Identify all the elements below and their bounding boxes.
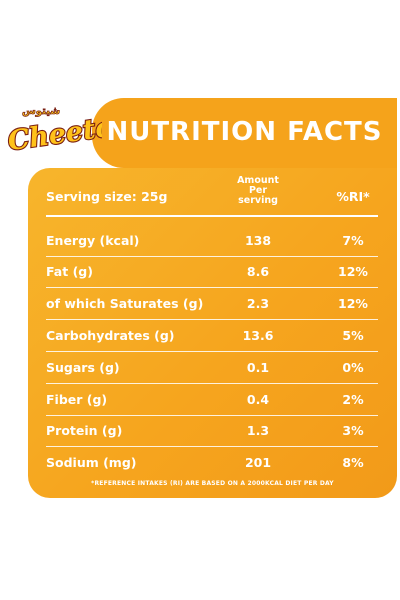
- nutrient-amount: 2.3: [246, 296, 270, 311]
- nutrient-ri: 12%: [338, 296, 368, 311]
- nutrient-name: Protein (g): [46, 423, 123, 438]
- nutrient-amount: 0.4: [246, 392, 270, 407]
- ri-header: %RI*: [336, 189, 370, 204]
- nutrient-name: of which Saturates (g): [46, 296, 204, 311]
- header-divider: [46, 215, 378, 217]
- title-banner: NUTRITION FACTS: [92, 98, 397, 168]
- nutrient-amount: 8.6: [246, 264, 270, 279]
- row-divider: [46, 319, 378, 320]
- serving-size-label: Serving size: 25g: [46, 189, 168, 204]
- nutrient-name: Carbohydrates (g): [46, 328, 175, 343]
- nutrient-ri: 5%: [342, 328, 364, 343]
- amount-per-serving-header: Amount Per serving: [223, 176, 293, 206]
- page-title: NUTRITION FACTS: [106, 117, 383, 147]
- nutrient-ri: 8%: [342, 455, 364, 470]
- row-divider: [46, 383, 378, 384]
- amount-header-line-2: Per: [248, 185, 268, 196]
- nutrition-table: Serving size: 25g Amount Per serving %RI…: [28, 168, 397, 498]
- nutrient-amount: 138: [244, 233, 272, 248]
- nutrient-name: Fat (g): [46, 264, 93, 279]
- nutrient-ri: 7%: [342, 233, 364, 248]
- row-divider: [46, 256, 378, 257]
- logo-arabic-text: شيتوس: [22, 106, 60, 117]
- row-divider: [46, 351, 378, 352]
- nutrient-name: Energy (kcal): [46, 233, 140, 248]
- nutrient-name: Sodium (mg): [46, 455, 137, 470]
- nutrient-amount: 1.3: [246, 423, 270, 438]
- nutrient-ri: 0%: [342, 360, 364, 375]
- nutrient-ri: 2%: [342, 392, 364, 407]
- nutrient-ri: 12%: [338, 264, 368, 279]
- amount-header-line-3: serving: [238, 195, 278, 206]
- amount-header-line-1: Amount: [237, 175, 279, 186]
- nutrient-name: Fiber (g): [46, 392, 108, 407]
- nutrient-name: Sugars (g): [46, 360, 120, 375]
- cheetos-logo: شيتوس Cheetos: [2, 98, 132, 164]
- nutrient-ri: 3%: [342, 423, 364, 438]
- row-divider: [46, 415, 378, 416]
- row-divider: [46, 287, 378, 288]
- row-divider: [46, 446, 378, 447]
- ri-footnote: *REFERENCE INTAKES (RI) ARE BASED ON A 2…: [91, 480, 334, 487]
- nutrient-amount: 13.6: [242, 328, 274, 343]
- nutrient-amount: 0.1: [246, 360, 270, 375]
- nutrient-amount: 201: [244, 455, 272, 470]
